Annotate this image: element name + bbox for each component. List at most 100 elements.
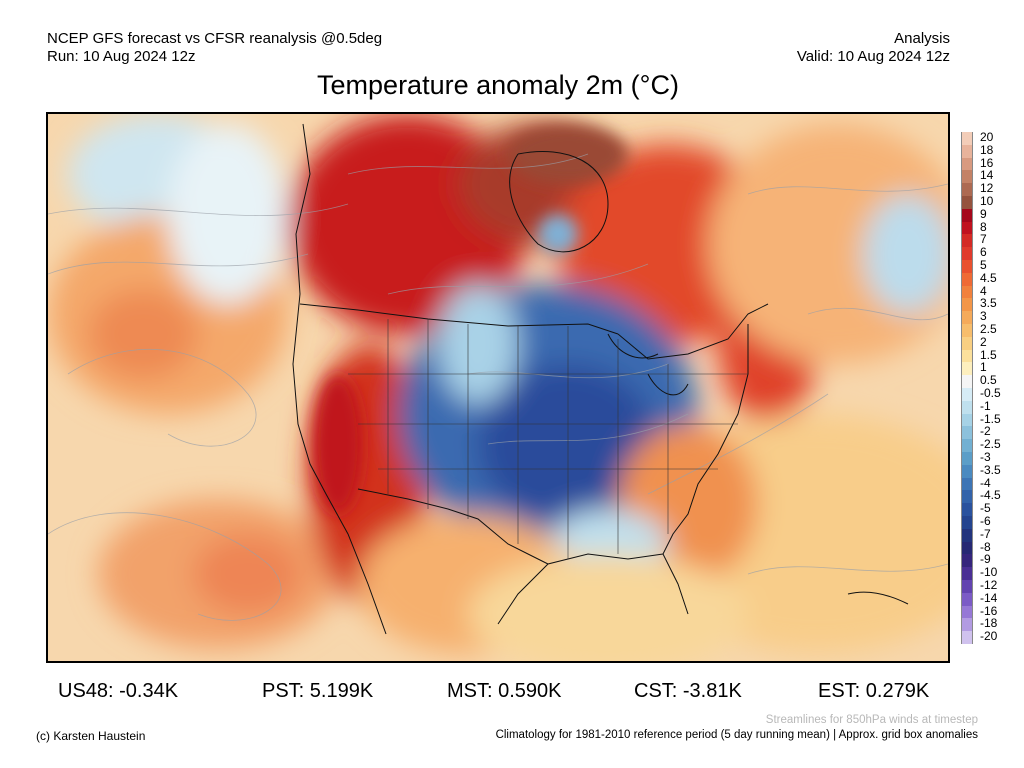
colorbar-swatch <box>961 311 973 325</box>
colorbar-swatch <box>961 503 973 517</box>
colorbar-swatch <box>961 221 973 235</box>
colorbar-swatch <box>961 554 973 568</box>
colorbar-swatch <box>961 516 973 530</box>
streamline <box>347 153 589 175</box>
subtropical-pacific-core <box>193 534 303 614</box>
colorbar-swatch <box>961 592 973 607</box>
colorbar-label: 6 <box>980 245 987 260</box>
great-lakes-border <box>617 303 769 360</box>
colorbar-label: 9 <box>980 206 987 221</box>
us-canada-border <box>299 303 619 335</box>
colorbar-swatch <box>961 157 973 171</box>
colorbar-label: -5 <box>980 501 991 516</box>
streamline <box>807 307 948 321</box>
colorbar-swatch <box>961 618 973 632</box>
colorbar-swatch <box>961 605 973 619</box>
streamline <box>67 348 257 447</box>
colorbar-swatch <box>961 413 973 427</box>
colorbar-swatch <box>961 349 973 363</box>
colorbar-label: -6 <box>980 514 991 528</box>
streamline <box>747 563 948 575</box>
gulf-of-alaska-neutral <box>168 124 288 304</box>
streamline <box>48 253 309 275</box>
colorbar-label: 0.5 <box>980 373 997 388</box>
stat-est: EST: 0.279K <box>818 680 930 702</box>
anomaly-field <box>48 114 948 661</box>
colorbar-swatch <box>961 567 973 581</box>
colorbar-swatch <box>961 490 973 504</box>
streamline <box>48 512 282 621</box>
colorbar-label: -3 <box>980 450 991 464</box>
lake-superior-shore <box>607 333 659 359</box>
hudson-bay-cool-spot <box>538 214 578 254</box>
colorbar-swatch <box>961 477 973 491</box>
colorbar-label: 8 <box>980 219 987 234</box>
colorbar-label: -18 <box>980 616 998 631</box>
prairie-cool-edge <box>438 284 518 404</box>
colorbar-swatch <box>961 528 973 543</box>
colorbar-swatch <box>961 208 973 223</box>
colorbar-label: -7 <box>980 526 991 541</box>
colorbar-label: -1.5 <box>980 411 1001 426</box>
florida-coastline <box>662 553 689 615</box>
colorbar-label: 18 <box>980 142 994 157</box>
us-mexico-border <box>357 488 549 565</box>
state-borders <box>348 319 748 559</box>
colorbar-label: -16 <box>980 603 998 618</box>
colorbar-label: 4 <box>980 283 987 298</box>
colorbar-label: 3.5 <box>980 296 997 311</box>
colorbar-swatch <box>961 132 973 146</box>
caribbean-islands-shore <box>847 591 909 605</box>
colorbar-swatch <box>961 452 973 466</box>
colorbar-swatch <box>961 196 973 210</box>
colorbar-swatch <box>961 234 973 248</box>
colorbar-swatch <box>961 541 973 555</box>
colorbar-swatch <box>961 426 973 440</box>
colorbar-swatch <box>961 362 973 376</box>
streamlines <box>48 153 948 621</box>
atlantic-cool-patch <box>863 194 948 314</box>
streamline <box>647 393 829 495</box>
colorbar-label: 2.5 <box>980 322 997 336</box>
colorbar-swatch <box>961 400 973 415</box>
colorbar-label: -3.5 <box>980 462 1001 477</box>
streamline <box>387 263 649 295</box>
header-right: Analysis Valid: 10 Aug 2024 12z <box>797 30 950 66</box>
analysis-label: Analysis <box>894 30 950 47</box>
hudson-bay-coastline <box>509 150 609 253</box>
anomaly-map-canvas <box>48 114 948 661</box>
map-title: Temperature anomaly 2m (°C) <box>317 70 679 100</box>
colorbar-swatch <box>961 631 973 645</box>
colorbar-label: -1 <box>980 398 991 413</box>
colorbar-label: 1.5 <box>980 347 997 362</box>
credit: (c) Karsten Haustein <box>36 729 146 743</box>
colorbar-label: 10 <box>980 194 994 208</box>
colorbar-swatch <box>961 285 973 299</box>
streamline <box>467 363 669 379</box>
colorbar-swatch <box>961 580 973 594</box>
colorbar-label: 2 <box>980 334 987 349</box>
model-description: NCEP GFS forecast vs CFSR reanalysis @0.… <box>47 30 383 47</box>
colorbar-swatch <box>961 272 973 287</box>
colorbar-label: -14 <box>980 590 998 605</box>
colorbar-swatch <box>961 260 973 274</box>
colorbar-swatch <box>961 375 973 389</box>
colorbar-label: 3 <box>980 309 987 324</box>
california-warm <box>313 374 363 514</box>
colorbar-swatch <box>961 388 973 402</box>
stat-pst: PST: 5.199K <box>262 680 374 702</box>
streamlines-note: Streamlines for 850hPa winds at timestep <box>765 714 978 726</box>
pacific-warm-core <box>88 289 198 379</box>
valid-time: Valid: 10 Aug 2024 12z <box>796 48 950 65</box>
streamline <box>487 413 689 445</box>
colorbar-swatch <box>961 439 973 453</box>
anomaly-map <box>46 112 950 663</box>
colorbar-label: -20 <box>980 629 998 644</box>
climatology-note: Climatology for 1981-2010 reference peri… <box>495 729 978 741</box>
colorbar-label: -4 <box>980 475 991 490</box>
colorbar-label: 1 <box>980 360 987 375</box>
colorbar-swatch <box>961 170 973 184</box>
colorbar-legend: 20 18 16 14 12 10 9 8 7 6 5 4.5 4 3.5 3 2.5 2 1.5 1 0.5 -0.5… <box>956 126 1016 650</box>
colorbar-label: -12 <box>980 578 998 592</box>
colorbar-swatch <box>961 336 973 351</box>
